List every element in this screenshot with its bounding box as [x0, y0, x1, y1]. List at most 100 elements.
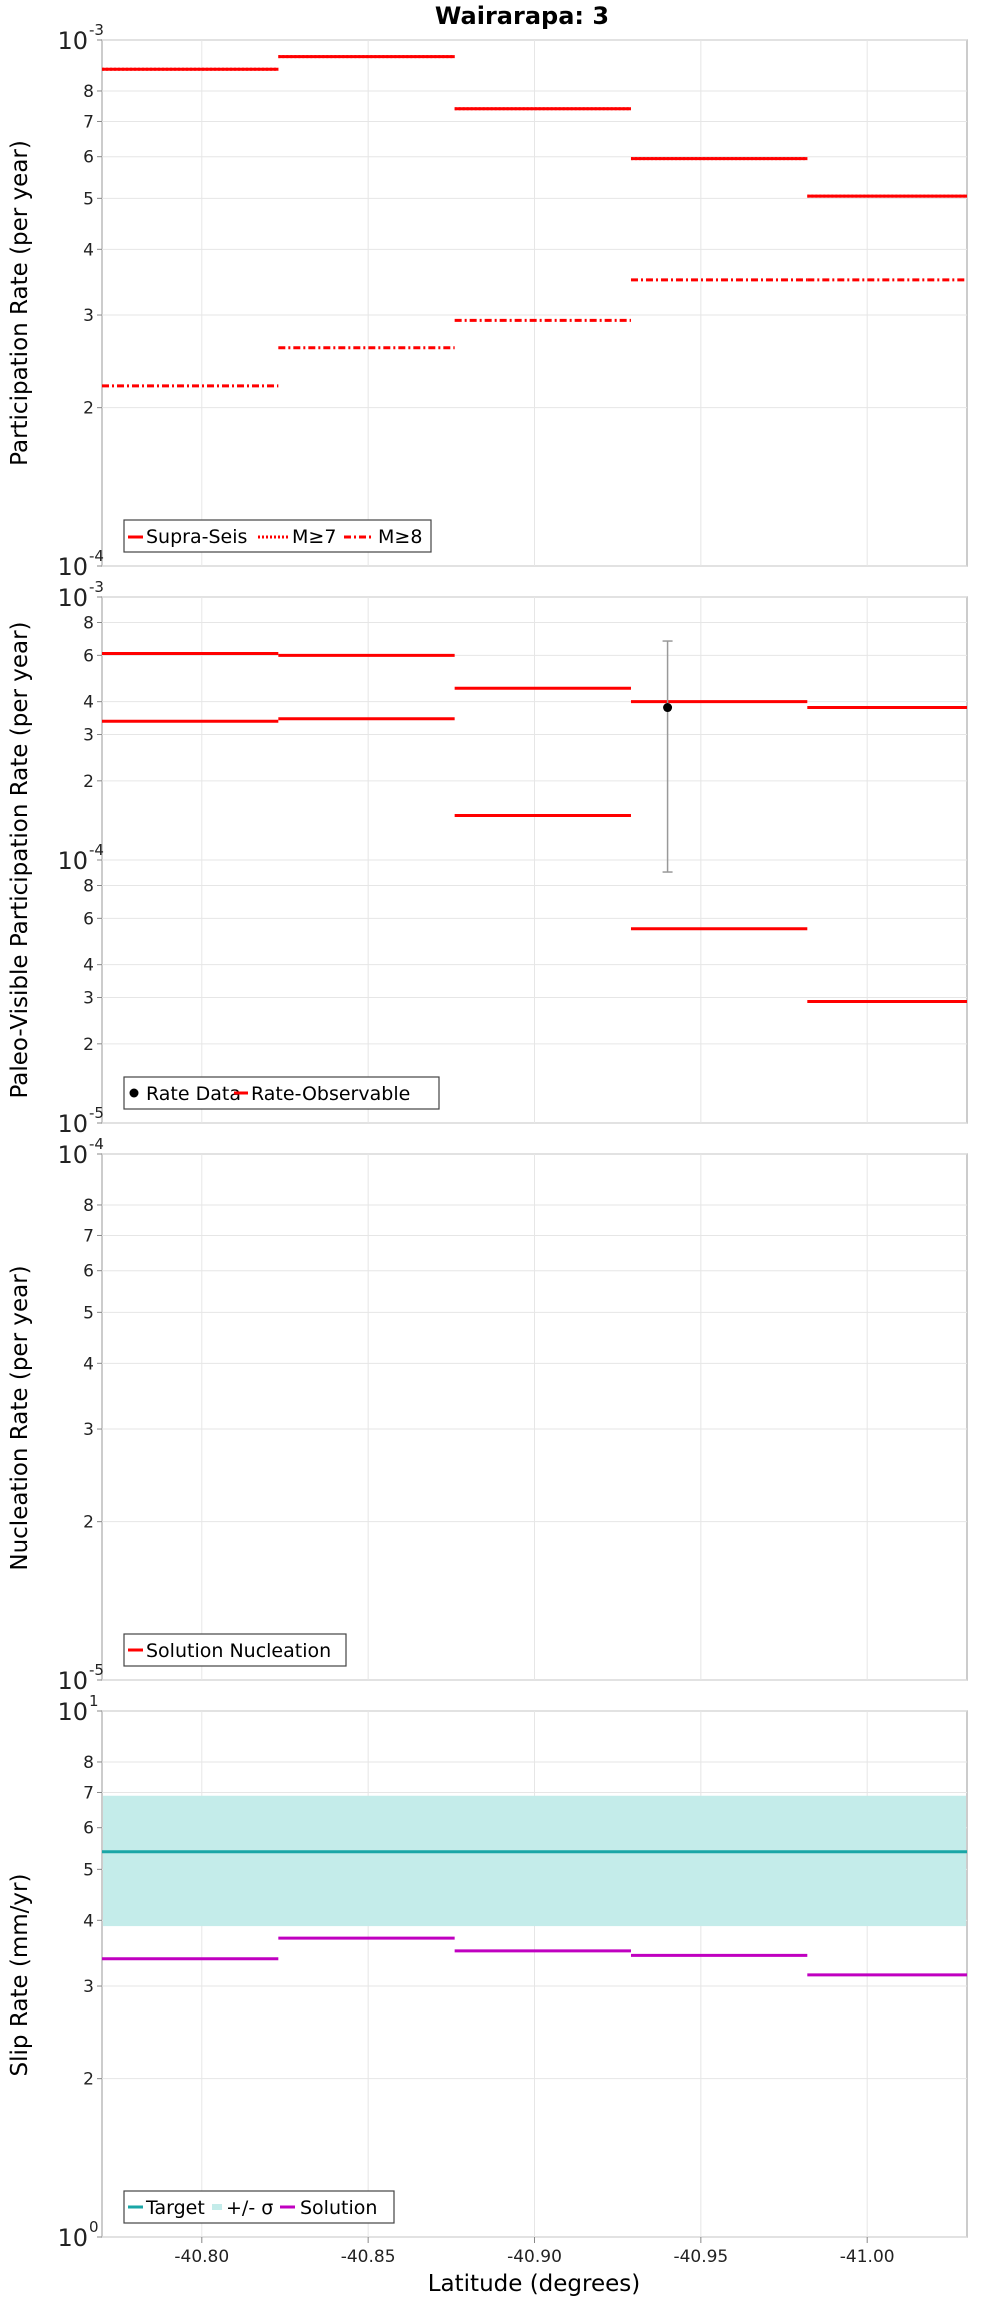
y-tick-label: 7 — [83, 1226, 94, 1246]
legend-label-m8: M≥8 — [378, 526, 422, 548]
y-tick-label: 2 — [83, 1035, 94, 1055]
y-tick-exponent: -3 — [89, 21, 104, 39]
y-tick-label: 7 — [83, 1783, 94, 1803]
sigma-band — [103, 1795, 966, 1927]
y-tick-exponent: 0 — [89, 2218, 99, 2236]
y-tick-label: 10 — [57, 553, 88, 581]
legend-box — [123, 1076, 440, 1110]
legend-box — [123, 2190, 395, 2224]
rate-data-point — [663, 703, 673, 713]
y-tick-label: 10 — [57, 2224, 88, 2252]
legend-label-rate-observable: Rate-Observable — [251, 1083, 410, 1105]
y-tick-label: 2 — [83, 2070, 94, 2090]
y-tick-label: 3 — [83, 989, 94, 1009]
panel-grid — [97, 39, 967, 567]
series-solution-nucleation — [102, 717, 967, 1003]
x-axis-label: Latitude (degrees) — [428, 2271, 641, 2297]
y-tick-label: 7 — [83, 112, 94, 132]
y-axis-label: Nucleation Rate (per year) — [7, 1265, 33, 1570]
y-tick-label: 8 — [83, 876, 94, 896]
y-tick-label: 6 — [83, 1819, 94, 1839]
y-tick-label: 3 — [83, 726, 94, 746]
legend: Rate Data Rate-Observable — [123, 1076, 440, 1110]
y-tick-exponent: -4 — [89, 547, 104, 565]
y-tick-label: 5 — [83, 1303, 94, 1323]
y-tick-label: 6 — [83, 646, 94, 666]
legend-swatch-rate-data — [129, 1088, 139, 1098]
y-tick-label: 4 — [83, 240, 94, 260]
legend-swatch-sigma — [212, 2204, 222, 2210]
y-tick-label: 2 — [83, 399, 94, 419]
y-tick-label: 4 — [83, 956, 94, 976]
y-tick-label: 6 — [83, 909, 94, 929]
y-tick-label: 2 — [83, 772, 94, 792]
y-tick-label: 10 — [57, 584, 88, 612]
legend-label-m7: M≥7 — [292, 526, 336, 548]
y-tick-label: 6 — [83, 148, 94, 168]
y-tick-label: 10 — [57, 1141, 88, 1169]
series-lines — [102, 640, 967, 873]
y-tick-label: 10 — [57, 1110, 88, 1138]
y-tick-label: 8 — [83, 613, 94, 633]
y-axis-label: Paleo-Visible Participation Rate (per ye… — [7, 621, 33, 1098]
y-tick-label: 4 — [83, 1354, 94, 1374]
legend-label-rate-data: Rate Data — [146, 1083, 241, 1105]
y-tick-label: 10 — [57, 1698, 88, 1726]
legend-label-sigma: +/- σ — [226, 2197, 273, 2219]
figure-title: Wairarapa: 3 — [435, 2, 609, 30]
series-lines — [102, 1795, 967, 1977]
series-m-8 — [102, 278, 967, 388]
y-tick-label: 8 — [83, 82, 94, 102]
series-solution — [102, 1936, 967, 1977]
x-tick-label: -40.90 — [507, 2247, 562, 2267]
y-tick-label: 8 — [83, 1753, 94, 1773]
y-tick-label: 10 — [57, 847, 88, 875]
series-lines — [102, 55, 967, 388]
legend: Target +/- σ Solution — [123, 2190, 395, 2224]
legend-box — [123, 1633, 347, 1667]
y-tick-label: 2 — [83, 1513, 94, 1533]
y-tick-exponent: -4 — [89, 1135, 104, 1153]
y-tick-label: 3 — [83, 306, 94, 326]
y-tick-label: 5 — [83, 189, 94, 209]
y-tick-exponent: 1 — [89, 1692, 99, 1710]
series-m-7 — [102, 55, 967, 198]
y-tick-exponent: -5 — [89, 1104, 104, 1122]
series-rate-observable — [102, 651, 967, 710]
y-tick-label: 3 — [83, 1977, 94, 1997]
panel-grid — [97, 596, 967, 1124]
panel-grid — [97, 1153, 967, 1681]
y-tick-exponent: -4 — [89, 841, 104, 859]
x-tick-label: -41.00 — [840, 2247, 895, 2267]
y-tick-label: 10 — [57, 1667, 88, 1695]
y-tick-exponent: -3 — [89, 578, 104, 596]
legend-label-solution: Solution — [300, 2197, 377, 2219]
x-tick-label: -40.95 — [673, 2247, 728, 2267]
x-tick-label: -40.80 — [174, 2247, 229, 2267]
y-tick-exponent: -5 — [89, 1661, 104, 1679]
legend-label-supra-seis: Supra-Seis — [146, 526, 247, 548]
legend: Supra-Seis M≥7 M≥8 — [123, 519, 432, 553]
y-tick-label: 4 — [83, 693, 94, 713]
y-tick-label: 4 — [83, 1911, 94, 1931]
y-tick-label: 3 — [83, 1420, 94, 1440]
y-axis-label: Participation Rate (per year) — [7, 140, 33, 466]
y-tick-label: 8 — [83, 1196, 94, 1216]
y-tick-label: 5 — [83, 1860, 94, 1880]
legend-label-solution-nucleation: Solution Nucleation — [146, 1640, 331, 1662]
legend: Solution Nucleation — [123, 1633, 347, 1667]
legend-label-target: Target — [145, 2197, 205, 2219]
legend-box — [123, 519, 432, 553]
y-axis-label: Slip Rate (mm/yr) — [7, 1874, 33, 2077]
x-tick-labels: -40.80 -40.85 -40.90 -40.95 -41.00 — [174, 2237, 895, 2267]
y-tick-label: 6 — [83, 1262, 94, 1282]
